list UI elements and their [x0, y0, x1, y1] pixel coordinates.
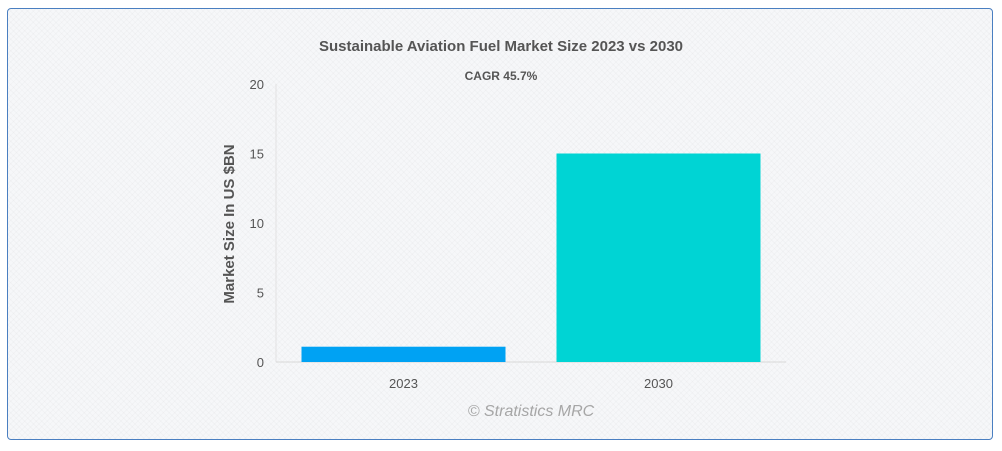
- bars-group: [301, 153, 761, 363]
- chart-title: Sustainable Aviation Fuel Market Size 20…: [319, 38, 683, 55]
- y-tick-label: 20: [250, 77, 264, 92]
- chart-container: [7, 8, 993, 440]
- y-axis-ticks: 0 5 10 15 20: [250, 77, 264, 370]
- bar-2023[interactable]: [301, 346, 506, 362]
- y-tick-label: 0: [257, 355, 264, 370]
- bar-2030[interactable]: [556, 153, 761, 363]
- y-tick-label: 5: [257, 286, 264, 301]
- credit-watermark: © Stratistics MRC: [468, 403, 595, 420]
- y-tick-label: 10: [250, 216, 264, 231]
- chart-subtitle: CAGR 45.7%: [465, 69, 538, 83]
- x-tick-label: 2030: [644, 376, 673, 391]
- x-axis-ticks: 2023 2030: [389, 376, 673, 391]
- y-tick-label: 15: [250, 147, 264, 162]
- x-tick-label: 2023: [389, 376, 418, 391]
- y-axis-label: Market Size In US $BN: [221, 144, 238, 303]
